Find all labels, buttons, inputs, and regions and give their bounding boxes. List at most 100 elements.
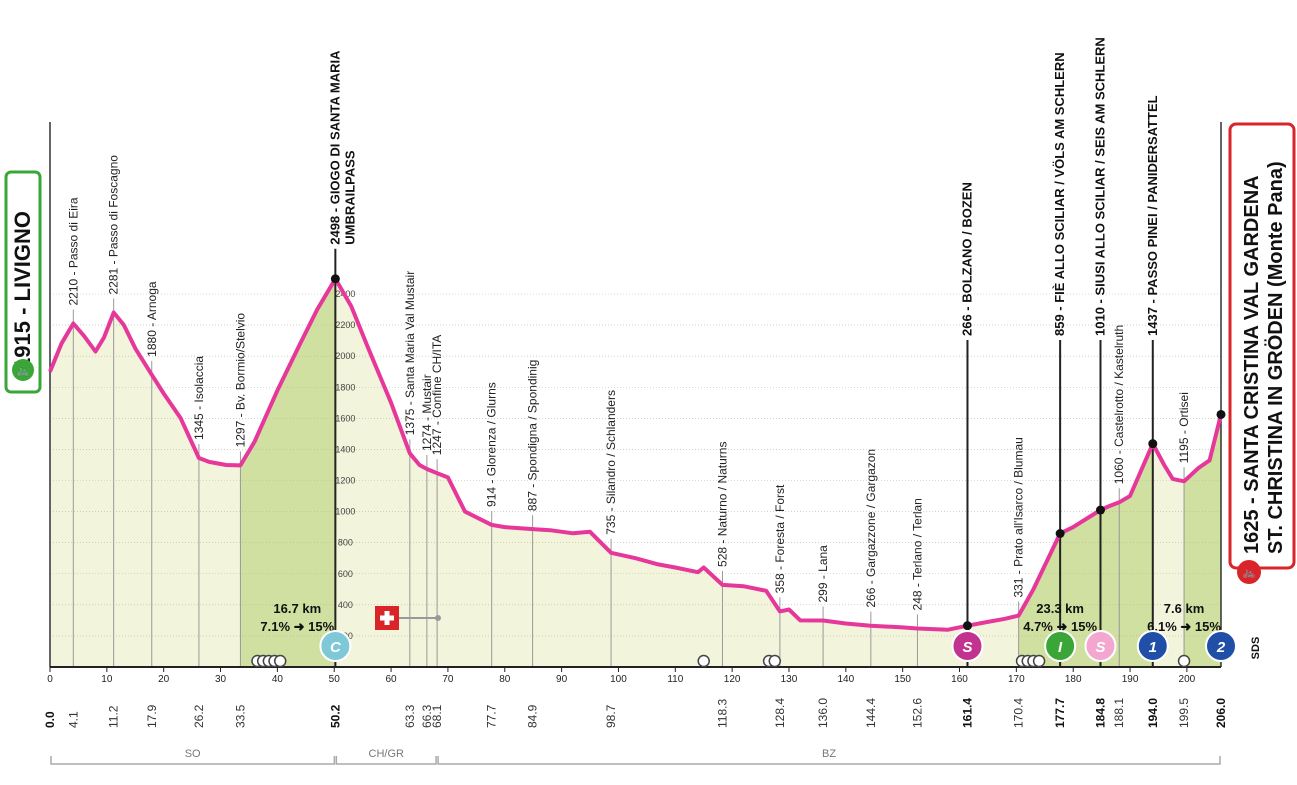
km-mark: 98.7 xyxy=(604,704,618,728)
km-mark: 84.9 xyxy=(526,704,540,728)
climb-area xyxy=(1184,414,1221,667)
climb-area xyxy=(240,278,336,667)
x-tick-label: 90 xyxy=(556,674,568,685)
km-mark: 170.4 xyxy=(1012,698,1026,728)
point-marker xyxy=(962,621,972,631)
x-tick-label: 20 xyxy=(158,674,170,685)
climb-length: 16.7 km xyxy=(273,601,321,616)
y-tick-label: 2000 xyxy=(335,351,355,361)
y-tick-label: 800 xyxy=(338,538,353,548)
point-label: 266 - BOLZANO / BOZEN xyxy=(959,182,974,336)
km-mark: 118.3 xyxy=(715,699,729,728)
x-tick-label: 10 xyxy=(101,674,113,685)
y-tick-label: 2200 xyxy=(335,320,355,330)
sprint-badges: C S I S 1 2 xyxy=(251,630,1237,668)
point-labels: 2210 - Passo di Eira 2281 - Passo di Fosc… xyxy=(66,37,1191,610)
point-label: 528 - Naturno / Naturns xyxy=(715,442,729,567)
y-tick-label: 1000 xyxy=(335,507,355,517)
x-tick-label: 110 xyxy=(667,674,683,685)
badge-circle xyxy=(1136,630,1169,662)
region-label: CH/GR xyxy=(369,748,405,760)
point-label: 1195 - Ortisei xyxy=(1177,392,1191,463)
point-label: 248 - Terlano / Terlan xyxy=(910,498,924,610)
km-mark: 128.4 xyxy=(773,698,787,728)
y-tick-label: 400 xyxy=(338,600,353,610)
x-tick-label: 0 xyxy=(47,674,53,685)
point-label: 1247 - Confine CH/ITA xyxy=(430,335,444,456)
start-label: 1915 - LIVIGNO xyxy=(10,211,35,370)
point-marker xyxy=(1148,439,1158,449)
point-label: 1274 - Mustair xyxy=(420,374,434,451)
finish-elevation: 1625 xyxy=(1241,510,1263,555)
x-tick-label: 150 xyxy=(894,674,911,685)
badge-circle xyxy=(1205,630,1237,662)
point-marker xyxy=(1095,505,1105,515)
point-label: 1880 - Arnoga xyxy=(145,281,159,357)
point-markers xyxy=(330,274,1226,631)
tunnel-icon xyxy=(273,654,287,668)
point-marker xyxy=(1055,528,1065,538)
svg-text:🚲: 🚲 xyxy=(16,364,30,377)
x-tick-label: 180 xyxy=(1065,674,1082,685)
climb-length: 23.3 km xyxy=(1036,601,1084,616)
x-tick-label: 130 xyxy=(781,674,798,685)
km-mark: 26.2 xyxy=(192,704,206,728)
point-label: 1437 - PASSO PINEI / PANIDERSATTEL xyxy=(1145,95,1160,336)
y-tick-label: 1200 xyxy=(335,476,355,486)
x-axis: 0 10 20 30 40 50 60 70 80 90 100 110 120 130 140 150 160… xyxy=(43,666,1228,728)
badge-circle xyxy=(951,630,984,662)
point-label: 299 - Lana xyxy=(816,545,830,603)
km-mark: 161.4 xyxy=(960,698,974,728)
climb-grade: 7.1% ➜ 15% xyxy=(260,619,334,634)
start-bike-icon xyxy=(12,359,34,381)
km-mark: 63.3 xyxy=(403,704,417,728)
x-tick-label: 200 xyxy=(1179,674,1196,685)
badge-letter: C xyxy=(330,639,342,656)
x-tick-label: 30 xyxy=(215,674,227,685)
finish-marker xyxy=(1216,409,1226,419)
km-mark: 50.2 xyxy=(328,704,342,728)
point-label: 735 - Silandro / Schlanders xyxy=(604,390,618,535)
y-tick-label: 1800 xyxy=(335,382,355,392)
x-tick-label: 160 xyxy=(951,674,968,685)
region-bracket xyxy=(437,756,1221,765)
point-label: 2281 - Passo di Foscagno xyxy=(107,155,121,295)
y-tick-label: 1600 xyxy=(335,413,355,423)
badge-letter: S xyxy=(1095,639,1105,656)
profile-fill xyxy=(50,278,1221,667)
point-marker xyxy=(330,274,340,284)
finish-box: 1625 - SANTA CRISTINA VAL GARDENA ST. CH… xyxy=(1228,122,1296,584)
badge-letter: 2 xyxy=(1216,639,1226,656)
swiss-flag-icon xyxy=(375,606,441,630)
finish-flag-icon: SDS xyxy=(1250,637,1262,660)
km-mark: 66.3 xyxy=(420,704,434,728)
km-mark: 184.8 xyxy=(1093,698,1107,728)
finish-label-line2: ST. CHRISTINA IN GRÖDEN (Monte Pana) xyxy=(1264,161,1287,554)
tunnel-icon xyxy=(697,654,710,668)
point-label: 1010 - SIUSI ALLO SCILIAR / SEIS AM SCHL… xyxy=(1092,37,1107,336)
point-label: 859 - FIÈ ALLO SCILIAR / VÖLS AM SCHLERN xyxy=(1052,52,1067,336)
svg-text:🚲: 🚲 xyxy=(1242,566,1256,579)
profile-area xyxy=(50,278,1221,667)
km-mark: 144.4 xyxy=(864,698,878,728)
region-label: SO xyxy=(185,748,201,760)
km-mark: 17.9 xyxy=(145,704,159,728)
badge-circle xyxy=(319,630,352,662)
tunnel-icon xyxy=(768,654,782,668)
start-name: LIVIGNO xyxy=(10,211,35,301)
x-tick-label: 140 xyxy=(837,674,854,685)
region-label: BZ xyxy=(822,748,836,760)
point-label: 914 - Glorenza / Glurns xyxy=(485,382,499,507)
badge-letter: 1 xyxy=(1149,639,1157,656)
x-tick-label: 60 xyxy=(386,674,398,685)
point-label: 266 - Gargazzone / Gargazon xyxy=(864,449,878,608)
km-mark: 0.0 xyxy=(43,711,57,728)
x-tick-label: 190 xyxy=(1122,674,1139,685)
x-tick-label: 70 xyxy=(442,674,454,685)
finish-bike-icon xyxy=(1237,560,1261,584)
region-bracket xyxy=(50,756,336,765)
point-label: 2210 - Passo di Eira xyxy=(66,197,80,305)
km-mark: 152.6 xyxy=(910,698,924,728)
km-mark: 188.1 xyxy=(1112,698,1126,728)
